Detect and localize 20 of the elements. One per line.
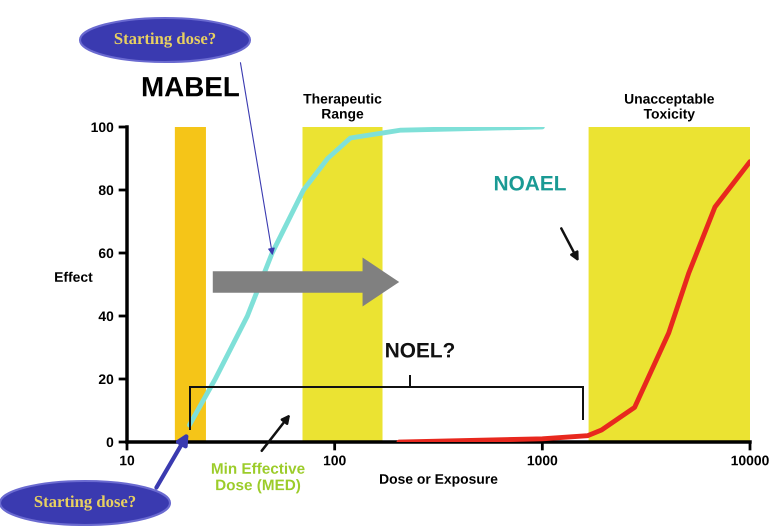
- y-tick-label: 100: [92, 122, 114, 132]
- band-label: Unacceptable Toxicity: [624, 94, 714, 122]
- annotation: NOAEL: [494, 176, 566, 191]
- band-label: MABEL: [142, 77, 239, 96]
- x-tick-label: 100: [324, 456, 346, 466]
- text: Starting dose?: [114, 32, 216, 48]
- y-tick-label: 0: [106, 437, 114, 448]
- band-label: Therapeutic Range: [303, 93, 382, 122]
- x-tick-label: 10: [120, 456, 134, 466]
- text: Min Effective Dose (MED): [212, 462, 305, 494]
- y-tick-label: 80: [98, 185, 114, 196]
- annotation: NOEL?: [386, 342, 454, 358]
- y-tick-label: 40: [98, 311, 114, 322]
- x-tick-label: 10000: [732, 456, 769, 466]
- x-tick-label: 1000: [528, 456, 558, 466]
- y-tick-label: 60: [98, 248, 114, 258]
- y-tick-label: 20: [98, 374, 114, 384]
- y-axis-title: Effect: [55, 272, 93, 282]
- x-axis-title: Dose or Exposure: [380, 474, 498, 487]
- text: Starting dose?: [34, 495, 136, 511]
